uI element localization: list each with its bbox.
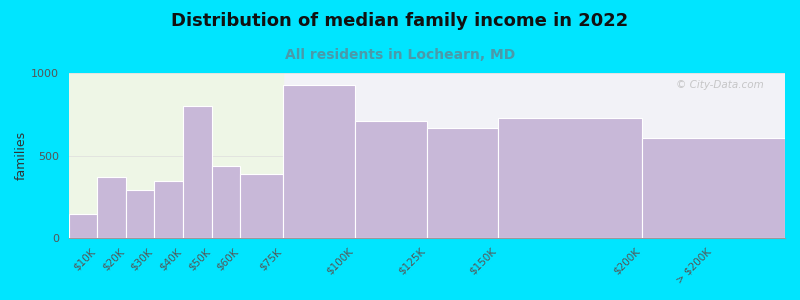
Bar (426, 128, 498, 238)
Bar (642, 137, 785, 238)
Bar (97, 177, 126, 238)
Y-axis label: families: families (15, 131, 28, 180)
Text: © City-Data.com: © City-Data.com (676, 80, 763, 90)
Bar (355, 121, 426, 238)
Bar (183, 106, 212, 238)
Bar (241, 174, 283, 239)
Bar (69, 73, 283, 238)
Text: All residents in Lochearn, MD: All residents in Lochearn, MD (285, 48, 515, 62)
Bar (498, 118, 642, 238)
Text: Distribution of median family income in 2022: Distribution of median family income in … (171, 12, 629, 30)
Bar (69, 214, 97, 239)
Bar (126, 190, 154, 238)
Bar (154, 181, 183, 238)
Bar (283, 85, 355, 239)
Bar (212, 166, 241, 238)
